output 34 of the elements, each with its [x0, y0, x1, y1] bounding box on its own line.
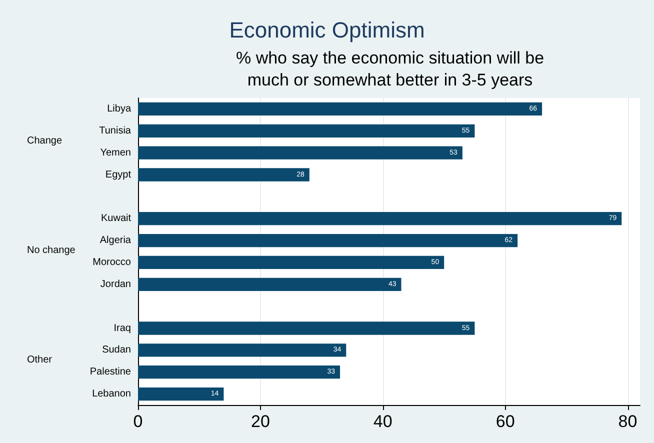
bar — [138, 124, 475, 138]
x-tick-label: 0 — [133, 412, 143, 431]
x-tick-label: 20 — [250, 412, 270, 431]
bar — [138, 344, 346, 357]
bar — [138, 102, 542, 116]
bar — [138, 168, 310, 182]
bar — [138, 256, 444, 270]
text: Change — [27, 135, 62, 146]
bar — [138, 387, 224, 401]
y-tick-label: Iraq — [114, 322, 131, 334]
text: Other — [27, 354, 53, 366]
bar — [138, 366, 340, 379]
chart-subtitle: % who say the economic situation will be much or somewhat better in 3-5 years — [236, 48, 544, 90]
y-tick-label: Algeria — [100, 235, 132, 246]
y-tick-label: Morocco — [92, 256, 132, 268]
y-tick-label: Lebanon — [92, 388, 131, 400]
bar — [138, 322, 475, 335]
x-tick-label: 60 — [496, 412, 515, 431]
y-tick-label: Egypt — [105, 169, 132, 180]
y-tick-label: Palestine — [90, 366, 132, 378]
chart-title: Economic Optimism — [229, 18, 425, 42]
y-tick-label: Libya — [107, 103, 132, 114]
y-tick-label: Tunisia — [99, 125, 132, 136]
text: No change — [27, 245, 76, 256]
bar — [138, 234, 518, 248]
bar — [138, 278, 402, 291]
bar — [138, 212, 622, 226]
x-tick-label: 80 — [618, 412, 638, 431]
bar — [138, 146, 462, 160]
y-tick-label: Jordan — [100, 278, 131, 290]
y-tick-label: Sudan — [102, 344, 131, 356]
y-tick-label: Yemen — [100, 147, 131, 158]
x-tick-label: 40 — [373, 412, 392, 431]
y-tick-label: Kuwait — [100, 213, 132, 224]
